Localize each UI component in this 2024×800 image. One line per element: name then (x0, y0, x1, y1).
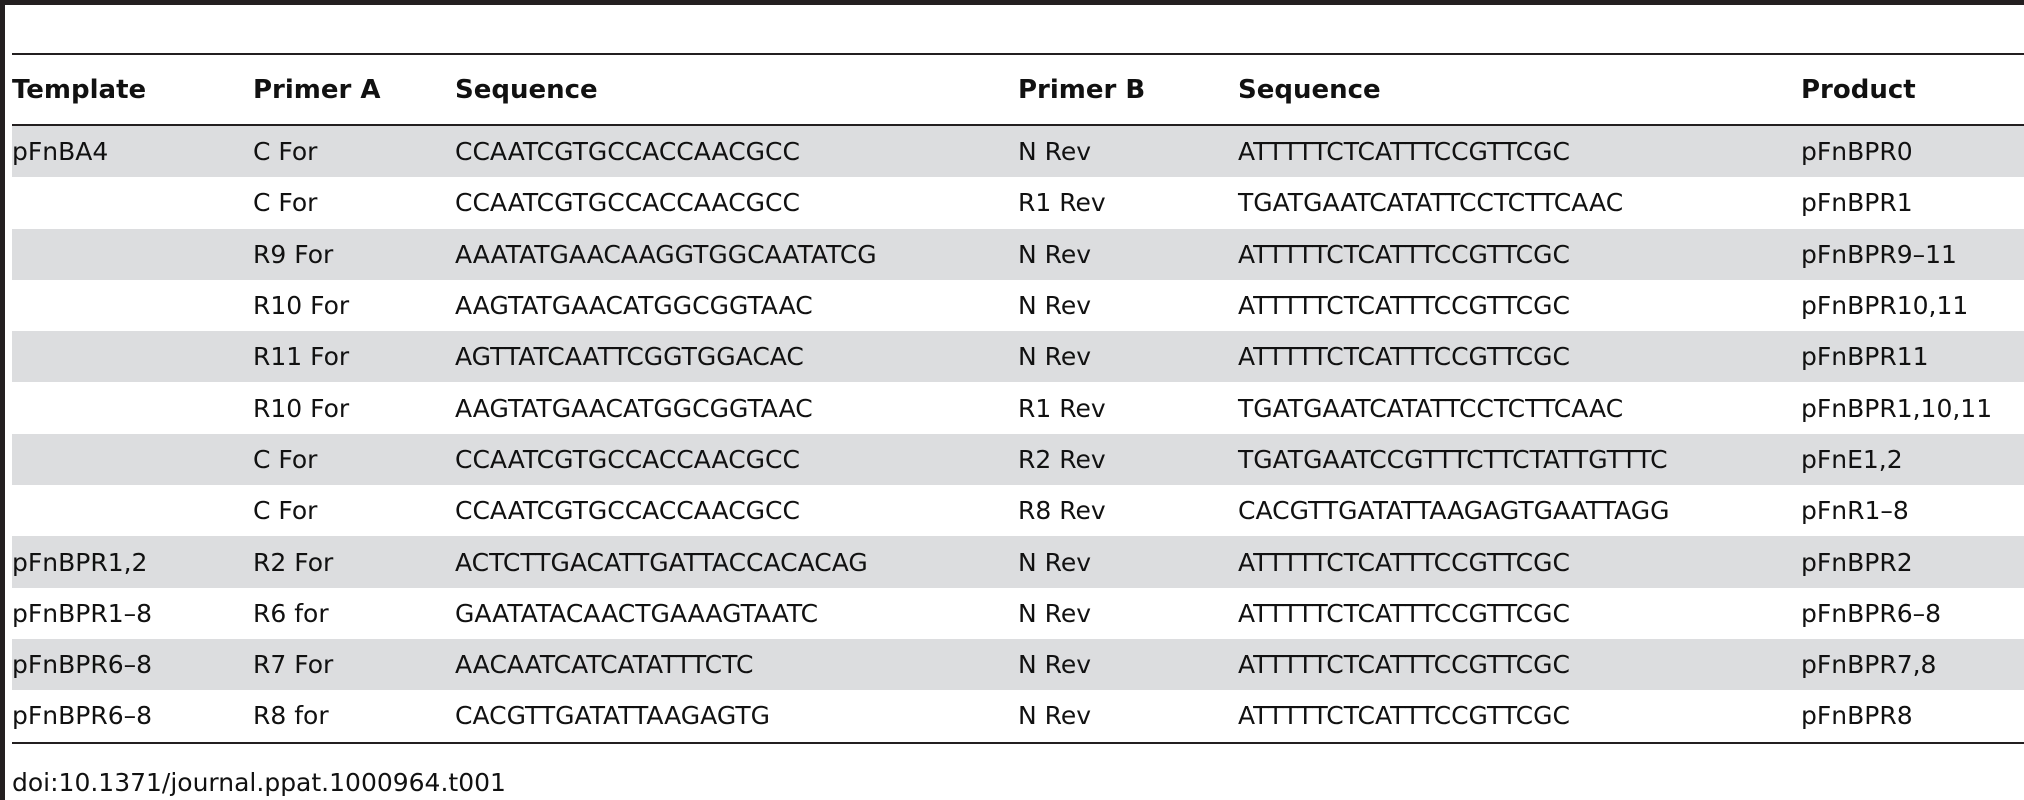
cell-sequence-b: CACGTTGATATTAAGAGTGAATTAGG (1238, 496, 1670, 526)
cell-primer-a: R6 for (253, 598, 329, 628)
cell-template (12, 331, 253, 383)
cell-primer-a: C For (253, 496, 318, 526)
table-body: pFnBA4 C For CCAATCGTGCCACCAACGCC N Rev ATTT… (12, 125, 2024, 743)
cell-sequence-a: CCAATCGTGCCACCAACGCC (455, 433, 1018, 486)
cell-primer-b: N Rev (1018, 331, 1238, 383)
cell-sequence-b: ATTTTTCTCATTTCCGTTCGC (1238, 331, 1801, 383)
table-row: pFnBPR1,2 R2 For ACTCTTGACATTGATTACCACACAG… (12, 536, 2024, 588)
cell-sequence-a: ACTCTTGACATTGATTACCACACAG (455, 536, 1018, 588)
header-template: Template (12, 74, 147, 105)
cell-product: pFnBPR7,8 (1801, 638, 2024, 691)
cell-product: pFnBPR9–11 (1801, 228, 2024, 280)
cell-product: pFnBPR6–8 (1801, 598, 1942, 628)
cell-product: pFnBPR11 (1801, 331, 2024, 383)
cell-sequence-a: AAGTATGAACATGGCGGTAAC (455, 393, 813, 423)
cell-template: pFnBPR1–8 (12, 598, 153, 628)
cell-template: pFnBA4 (12, 125, 253, 178)
cell-primer-a: R7 For (253, 638, 455, 691)
table-header-row: Template Primer A Sequence Primer B Sequ… (12, 54, 2024, 125)
primer-table-container: Template Primer A Sequence Primer B Sequ… (12, 53, 2024, 744)
table-row: pFnBPR6–8 R8 for CACGTTGATATTAAGAGTG N Rev A… (12, 690, 2024, 743)
cell-primer-b: N Rev (1018, 536, 1238, 588)
table-row: pFnBA4 C For CCAATCGTGCCACCAACGCC N Rev ATTT… (12, 125, 2024, 178)
cell-template (12, 280, 253, 331)
cell-sequence-b: ATTTTTCTCATTTCCGTTCGC (1238, 291, 1570, 321)
cell-product: pFnR1–8 (1801, 496, 1909, 526)
cell-sequence-b: ATTTTTCTCATTTCCGTTCGC (1238, 125, 1801, 178)
top-rule (0, 0, 2024, 5)
cell-template (12, 228, 253, 280)
cell-primer-b: N Rev (1018, 228, 1238, 280)
cell-sequence-a: CACGTTGATATTAAGAGTG (455, 701, 770, 731)
cell-template (12, 433, 253, 486)
cell-sequence-b: TGATGAATCCGTTTCTTCTATTGTTTC (1238, 433, 1801, 486)
cell-primer-a: R10 For (253, 393, 350, 423)
cell-primer-b: N Rev (1018, 638, 1238, 691)
cell-primer-b: R8 Rev (1018, 496, 1106, 526)
left-rule (0, 0, 5, 800)
cell-primer-a: R10 For (253, 291, 350, 321)
cell-sequence-b: TGATGAATCATATTCCTCTTCAAC (1238, 393, 1624, 423)
cell-product: pFnBPR2 (1801, 536, 2024, 588)
table-row: R10 For AAGTATGAACATGGCGGTAAC R1 Rev TGATGA… (12, 382, 2024, 433)
table-row: C For CCAATCGTGCCACCAACGCC R8 Rev CACGTTGAT… (12, 485, 2024, 536)
cell-template: pFnBPR6–8 (12, 638, 253, 691)
header-product: Product (1801, 74, 1916, 105)
cell-sequence-b: ATTTTTCTCATTTCCGTTCGC (1238, 228, 1801, 280)
cell-primer-a: R8 for (253, 701, 329, 731)
cell-sequence-a: CCAATCGTGCCACCAACGCC (455, 188, 800, 218)
cell-product: pFnE1,2 (1801, 433, 2024, 486)
cell-sequence-a: AAGTATGAACATGGCGGTAAC (455, 291, 813, 321)
cell-primer-b: R1 Rev (1018, 188, 1106, 218)
header-sequence-b: Sequence (1238, 74, 1381, 105)
table-row: pFnBPR1–8 R6 for GAATATACAACTGAAAGTAATC N R… (12, 588, 2024, 639)
cell-sequence-b: TGATGAATCATATTCCTCTTCAAC (1238, 188, 1624, 218)
table-row: C For CCAATCGTGCCACCAACGCC R2 Rev TGATGAATC… (12, 433, 2024, 486)
cell-primer-b: N Rev (1018, 598, 1092, 628)
cell-primer-a: R2 For (253, 536, 455, 588)
table-row: R10 For AAGTATGAACATGGCGGTAAC N Rev ATTTTTC… (12, 280, 2024, 331)
cell-primer-b: N Rev (1018, 125, 1238, 178)
cell-product: pFnBPR8 (1801, 701, 1913, 731)
cell-product: pFnBPR1,10,11 (1801, 393, 1993, 423)
cell-sequence-a: CCAATCGTGCCACCAACGCC (455, 125, 1018, 178)
cell-primer-a: R11 For (253, 331, 455, 383)
cell-template (12, 177, 253, 228)
cell-sequence-a: AAATATGAACAAGGTGGCAATATCG (455, 228, 1018, 280)
cell-sequence-a: AGTTATCAATTCGGTGGACAC (455, 331, 1018, 383)
cell-sequence-b: ATTTTTCTCATTTCCGTTCGC (1238, 701, 1570, 731)
cell-sequence-a: CCAATCGTGCCACCAACGCC (455, 496, 800, 526)
table-row: pFnBPR6–8 R7 For AACAATCATCATATTTCTC N Rev A… (12, 638, 2024, 691)
header-primer-b: Primer B (1018, 74, 1146, 105)
cell-primer-b: R1 Rev (1018, 393, 1106, 423)
header-primer-a: Primer A (253, 74, 381, 105)
table-row: C For CCAATCGTGCCACCAACGCC R1 Rev TGATGAATC… (12, 177, 2024, 228)
cell-sequence-b: ATTTTTCTCATTTCCGTTCGC (1238, 536, 1801, 588)
header-sequence-a: Sequence (455, 74, 598, 105)
cell-primer-b: R2 Rev (1018, 433, 1238, 486)
cell-template (12, 382, 253, 433)
cell-primer-a: C For (253, 188, 318, 218)
cell-primer-b: N Rev (1018, 291, 1092, 321)
cell-product: pFnBPR1 (1801, 188, 1913, 218)
cell-template: pFnBPR6–8 (12, 701, 153, 731)
cell-primer-b: N Rev (1018, 701, 1092, 731)
cell-sequence-a: GAATATACAACTGAAAGTAATC (455, 598, 819, 628)
cell-sequence-a: AACAATCATCATATTTCTC (455, 638, 1018, 691)
cell-product: pFnBPR0 (1801, 125, 2024, 178)
cell-product: pFnBPR10,11 (1801, 291, 1969, 321)
cell-primer-a: C For (253, 125, 455, 178)
table-doi-caption: doi:10.1371/journal.ppat.1000964.t001 (12, 768, 506, 797)
cell-sequence-b: ATTTTTCTCATTTCCGTTCGC (1238, 638, 1801, 691)
table-row: R11 For AGTTATCAATTCGGTGGACAC N Rev ATTTTTC… (12, 331, 2024, 383)
table-row: R9 For AAATATGAACAAGGTGGCAATATCG N Rev ATTT… (12, 228, 2024, 280)
primer-table: Template Primer A Sequence Primer B Sequ… (12, 53, 2024, 744)
cell-sequence-b: ATTTTTCTCATTTCCGTTCGC (1238, 598, 1570, 628)
cell-primer-a: C For (253, 433, 455, 486)
cell-template (12, 485, 253, 536)
cell-template: pFnBPR1,2 (12, 536, 253, 588)
cell-primer-a: R9 For (253, 228, 455, 280)
